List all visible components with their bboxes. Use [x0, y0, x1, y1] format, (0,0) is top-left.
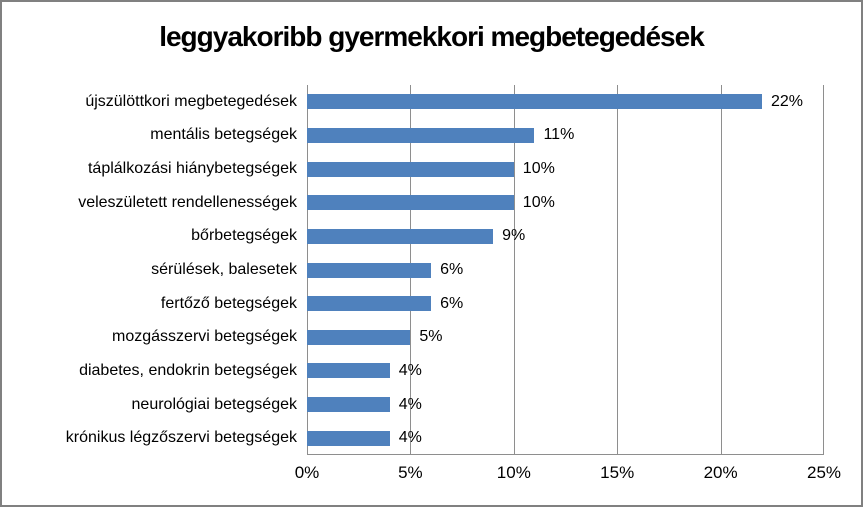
bar — [307, 430, 390, 446]
category-label: krónikus légzőszervi betegségek — [65, 429, 297, 447]
chart-title: leggyakoribb gyermekkori megbetegedések — [159, 21, 705, 52]
gridline — [720, 85, 722, 454]
bar-area: 6% — [307, 253, 824, 287]
value-label: 4% — [398, 429, 422, 447]
value-label: 4% — [398, 361, 422, 379]
bar — [307, 363, 390, 379]
x-axis-label: 10% — [496, 463, 531, 482]
category-label: diabetes, endokrin betegségek — [79, 361, 297, 379]
bar — [307, 195, 514, 211]
bar-rows: újszülöttkori megbetegedések 22% mentális … — [2, 85, 863, 455]
category-label: táplálkozási hiánybetegségek — [87, 160, 297, 178]
bar-area: 22% — [307, 85, 824, 119]
bar-row: krónikus légzőszervi betegségek 4% — [2, 421, 863, 455]
value-label: 22% — [770, 92, 803, 110]
category-label: fertőző betegségek — [160, 294, 297, 312]
bar-row: újszülöttkori megbetegedések 22% — [2, 85, 863, 119]
bar-area: 6% — [307, 287, 824, 321]
category-label: mentális betegségek — [150, 126, 297, 144]
bar-area: 4% — [307, 354, 824, 388]
bar-area: 10% — [307, 186, 824, 220]
category-label: bőrbetegségek — [191, 227, 297, 245]
bar — [307, 228, 494, 244]
category-label: újszülöttkori megbetegedések — [85, 92, 297, 110]
bar-area: 5% — [307, 320, 824, 354]
category-label: mozgásszervi betegségek — [112, 328, 297, 346]
bar-row: veleszületett rendellenességek 10% — [2, 186, 863, 220]
bar-area: 9% — [307, 220, 824, 254]
x-axis-label: 25% — [806, 463, 842, 482]
bar-area: 11% — [307, 119, 824, 153]
x-axis-label: 5% — [398, 463, 423, 482]
bar-area: 4% — [307, 388, 824, 422]
bar-row: sérülések, balesetek 6% — [2, 253, 863, 287]
value-label: 10% — [522, 160, 555, 178]
value-label: 11% — [543, 126, 575, 144]
bar — [307, 397, 390, 413]
value-label: 6% — [440, 261, 464, 279]
category-label: neurológiai betegségek — [131, 395, 297, 413]
gridline — [617, 85, 619, 454]
x-axis-label: 20% — [703, 463, 738, 482]
value-label: 5% — [419, 328, 443, 346]
bar — [307, 262, 432, 278]
category-label: sérülések, balesetek — [151, 261, 297, 279]
bar-area: 10% — [307, 152, 824, 186]
bar — [307, 127, 535, 143]
bar-row: diabetes, endokrin betegségek 4% — [2, 354, 863, 388]
bar-row: bőrbetegségek 9% — [2, 220, 863, 254]
x-axis-label: 0% — [294, 463, 320, 482]
bar-area: 4% — [307, 421, 824, 455]
gridline — [513, 85, 515, 454]
bar-row: mentális betegségek 11% — [2, 119, 863, 153]
bar — [307, 296, 432, 312]
category-label: veleszületett rendellenességek — [78, 193, 297, 211]
bar-row: táplálkozási hiánybetegségek 10% — [2, 152, 863, 186]
x-axis: 0% 5% 10% 15% 20% 25% — [295, 463, 841, 487]
bar — [307, 94, 762, 110]
bar-row: fertőző betegségek 6% — [2, 287, 863, 321]
bar — [307, 161, 514, 177]
value-label: 10% — [522, 193, 555, 211]
bar-row: mozgásszervi betegségek 5% — [2, 320, 863, 354]
gridline — [823, 85, 824, 454]
x-axis-label: 15% — [600, 463, 635, 482]
bar — [307, 329, 411, 345]
value-label: 4% — [398, 395, 422, 413]
value-label: 9% — [502, 227, 526, 245]
value-label: 6% — [440, 294, 464, 312]
bar-row: neurológiai betegségek 4% — [2, 388, 863, 422]
